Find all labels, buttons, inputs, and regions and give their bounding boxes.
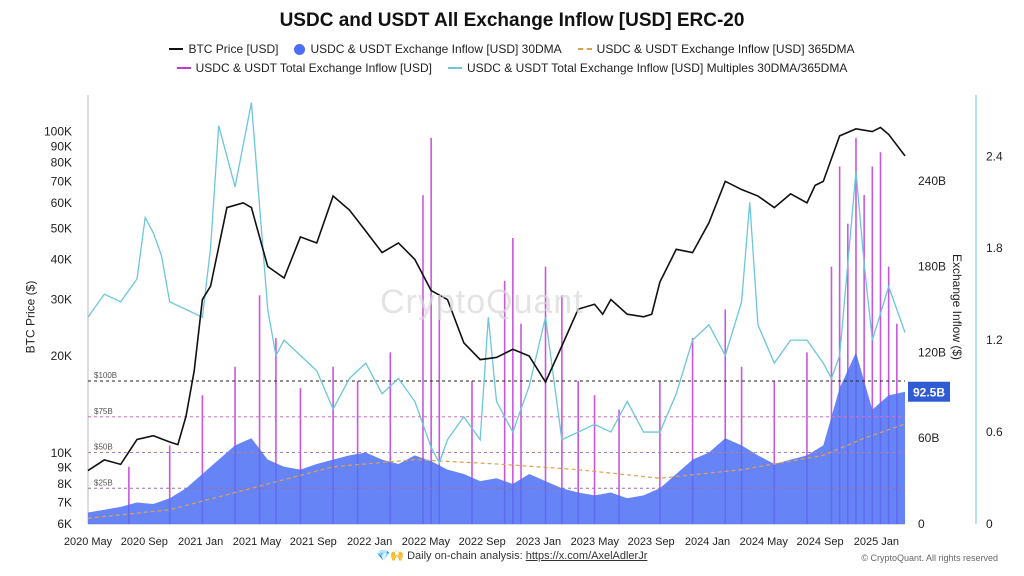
x-tick-label: 2025 Jan <box>854 536 899 548</box>
multiple-tick-label: 0 <box>986 517 993 531</box>
legend-item-multiples[interactable]: USDC & USDT Total Exchange Inflow [USD] … <box>447 61 848 75</box>
legend-label: USDC & USDT Exchange Inflow [USD] 365DMA <box>596 42 855 56</box>
legend-label: USDC & USDT Exchange Inflow [USD] 30DMA <box>310 42 562 56</box>
reference-line-label: $25B <box>94 478 113 487</box>
legend-row-2: USDC & USDT Total Exchange Inflow [USD] … <box>0 61 1024 75</box>
x-tick-label: 2023 Jan <box>516 536 561 548</box>
x-tick-label: 2023 May <box>571 536 620 548</box>
current-value-badge <box>908 381 950 402</box>
legend-row-1: BTC Price [USD] USDC & USDT Exchange Inf… <box>0 42 1024 56</box>
footer-link[interactable]: https://x.com/AxelAdlerJr <box>525 550 648 562</box>
left-tick-label: 70K <box>51 174 72 188</box>
legend-dot-swatch <box>294 43 306 55</box>
left-tick-label: 60K <box>51 196 72 210</box>
footer-emoji-icon: 💎🙌 <box>376 550 405 562</box>
right-tick-label: 60B <box>918 431 939 445</box>
copyright: © CryptoQuant. All rights reserved <box>861 553 998 563</box>
right-axis-title: Exchange Inflow ($) <box>950 253 965 361</box>
chart-title: USDC and USDT All Exchange Inflow [USD] … <box>279 10 745 31</box>
left-tick-label: 40K <box>51 252 72 266</box>
legend-label: BTC Price [USD] <box>188 42 279 56</box>
legend-item-inflow-365dma[interactable]: USDC & USDT Exchange Inflow [USD] 365DMA <box>577 42 855 56</box>
left-tick-label: 50K <box>51 221 72 235</box>
x-tick-label: 2021 May <box>233 536 282 548</box>
legend-label: USDC & USDT Total Exchange Inflow [USD] … <box>466 61 848 75</box>
legend-item-inflow-30dma[interactable]: USDC & USDT Exchange Inflow [USD] 30DMA <box>294 42 562 56</box>
inflow-30dma-area <box>88 352 905 524</box>
multiple-tick-label: 0.6 <box>986 425 1003 439</box>
left-tick-label: 9K <box>57 460 72 474</box>
left-tick-label: 7K <box>57 495 72 509</box>
x-tick-label: 2022 Sep <box>459 536 506 548</box>
btc-price-line <box>87 126 906 472</box>
inflow-365dma-line <box>87 423 906 519</box>
right-tick-label: 180B <box>918 260 946 274</box>
legend-item-btc-price[interactable]: BTC Price [USD] <box>169 42 278 56</box>
x-tick-label: 2021 Jan <box>178 536 223 548</box>
multiple-tick-label: 1.8 <box>986 241 1003 255</box>
multiple-tick-label: 2.4 <box>986 149 1003 163</box>
legend-dash-swatch <box>577 48 592 50</box>
x-tick-label: 2022 May <box>402 536 451 548</box>
left-tick-label: 6K <box>57 517 72 531</box>
x-tick-label: 2022 Jan <box>347 536 392 548</box>
reference-line-label: $100B <box>94 371 117 380</box>
x-tick-label: 2024 Jan <box>685 536 730 548</box>
x-tick-label: 2024 May <box>740 536 789 548</box>
right-tick-label: 120B <box>918 345 946 359</box>
legend-line-swatch <box>447 67 462 69</box>
reference-line-label: $50B <box>94 443 113 452</box>
x-tick-label: 2023 Sep <box>628 536 675 548</box>
left-tick-label: 10K <box>51 446 72 460</box>
x-tick-label: 2020 Sep <box>121 536 168 548</box>
multiple-tick-label: 1.2 <box>986 333 1003 347</box>
left-tick-label: 8K <box>57 477 72 491</box>
right-tick-label: 240B <box>918 174 946 188</box>
legend-line-swatch <box>176 67 191 69</box>
left-tick-label: 80K <box>51 156 72 170</box>
reference-line-label: $75B <box>94 407 113 416</box>
current-value-badge-label: 92.5B <box>913 386 945 400</box>
left-axis-title: BTC Price ($) <box>23 280 38 354</box>
right-tick-label: 0 <box>918 517 925 531</box>
left-tick-label: 30K <box>51 293 72 307</box>
watermark: CryptoQuant <box>380 283 584 321</box>
x-tick-label: 2020 May <box>64 536 113 548</box>
x-tick-label: 2024 Sep <box>797 536 844 548</box>
legend-item-total-inflow[interactable]: USDC & USDT Total Exchange Inflow [USD] <box>176 61 432 75</box>
left-tick-label: 20K <box>51 349 72 363</box>
multiples-line <box>87 102 906 465</box>
x-tick-label: 2021 Sep <box>290 536 337 548</box>
footer: 💎🙌 Daily on-chain analysis: https://x.co… <box>0 549 1024 562</box>
left-tick-label: 100K <box>44 125 72 139</box>
footer-text: Daily on-chain analysis: <box>407 550 523 562</box>
legend-line-swatch <box>169 48 184 50</box>
left-tick-label: 90K <box>51 139 72 153</box>
legend-label: USDC & USDT Total Exchange Inflow [USD] <box>195 61 432 75</box>
